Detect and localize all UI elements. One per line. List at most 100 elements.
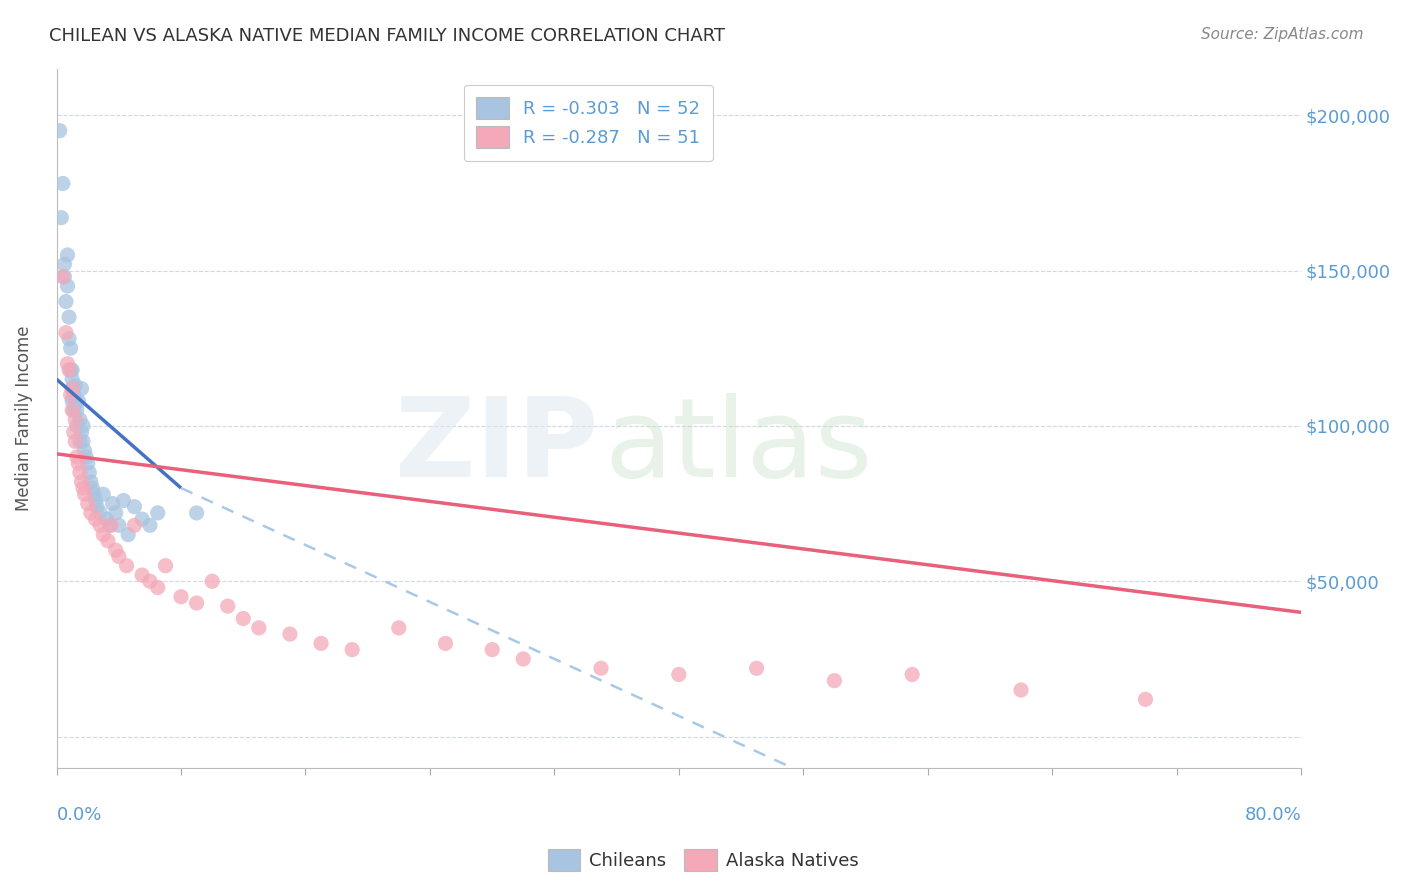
Point	[89, 518, 111, 533]
Point	[72, 434, 94, 449]
Point	[340, 642, 363, 657]
Point	[48, 123, 70, 137]
Point	[84, 493, 107, 508]
Point	[481, 642, 503, 657]
Point	[70, 425, 93, 439]
Point	[69, 434, 91, 449]
Point	[60, 382, 83, 396]
Text: 80.0%: 80.0%	[1244, 806, 1301, 824]
Point	[69, 412, 91, 426]
Point	[75, 450, 97, 464]
Point	[55, 294, 77, 309]
Point	[65, 412, 87, 426]
Legend: R = -0.303   N = 52, R = -0.287   N = 51: R = -0.303 N = 52, R = -0.287 N = 51	[464, 85, 713, 161]
Point	[69, 466, 91, 480]
Point	[77, 466, 100, 480]
Point	[72, 418, 94, 433]
Point	[115, 558, 138, 573]
Point	[62, 425, 84, 439]
Point	[62, 403, 84, 417]
Point	[512, 652, 534, 666]
Point	[186, 596, 208, 610]
Point	[72, 481, 94, 495]
Point	[65, 434, 87, 449]
Point	[98, 518, 121, 533]
Point	[388, 621, 411, 635]
Point	[201, 574, 224, 589]
Point	[124, 518, 146, 533]
Point	[76, 456, 98, 470]
Point	[52, 269, 75, 284]
Point	[131, 568, 153, 582]
Point	[96, 512, 118, 526]
Point	[278, 627, 301, 641]
Point	[155, 558, 177, 573]
Point	[131, 512, 153, 526]
Point	[53, 257, 76, 271]
Text: Source: ZipAtlas.com: Source: ZipAtlas.com	[1201, 27, 1364, 42]
Point	[101, 497, 124, 511]
Point	[67, 394, 90, 409]
Y-axis label: Median Family Income: Median Family Income	[15, 326, 32, 511]
Point	[1010, 683, 1032, 698]
Text: CHILEAN VS ALASKA NATIVE MEDIAN FAMILY INCOME CORRELATION CHART: CHILEAN VS ALASKA NATIVE MEDIAN FAMILY I…	[49, 27, 725, 45]
Point	[668, 667, 690, 681]
Point	[186, 506, 208, 520]
Point	[309, 636, 332, 650]
Point	[124, 500, 146, 514]
Point	[59, 363, 82, 377]
Text: atlas: atlas	[605, 392, 873, 500]
Point	[80, 506, 103, 520]
Point	[60, 382, 83, 396]
Point	[170, 590, 193, 604]
Point	[84, 512, 107, 526]
Point	[97, 533, 120, 548]
Point	[56, 357, 79, 371]
Point	[83, 487, 105, 501]
Point	[100, 518, 122, 533]
Point	[62, 388, 84, 402]
Point	[139, 518, 162, 533]
Point	[55, 326, 77, 340]
Point	[112, 493, 135, 508]
Point	[56, 279, 79, 293]
Point	[86, 500, 108, 514]
Point	[59, 388, 82, 402]
Point	[60, 403, 83, 417]
Point	[117, 527, 139, 541]
Text: 0.0%: 0.0%	[56, 806, 103, 824]
Point	[70, 382, 93, 396]
Point	[217, 599, 239, 614]
Point	[66, 418, 89, 433]
Point	[232, 611, 254, 625]
Point	[65, 394, 87, 409]
Point	[76, 497, 98, 511]
Point	[823, 673, 845, 688]
Point	[104, 543, 127, 558]
Point	[66, 403, 89, 417]
Point	[82, 481, 104, 495]
Point	[146, 506, 169, 520]
Point	[58, 332, 80, 346]
Point	[91, 527, 114, 541]
Point	[91, 487, 114, 501]
Point	[51, 211, 73, 225]
Point	[60, 372, 83, 386]
Point	[60, 363, 83, 377]
Point	[66, 450, 89, 464]
Point	[80, 475, 103, 489]
Point	[901, 667, 924, 681]
Point	[70, 475, 93, 489]
Point	[139, 574, 162, 589]
Point	[56, 248, 79, 262]
Point	[1135, 692, 1157, 706]
Point	[73, 443, 96, 458]
Point	[108, 549, 131, 564]
Point	[247, 621, 270, 635]
Point	[89, 506, 111, 520]
Point	[745, 661, 768, 675]
Text: ZIP: ZIP	[395, 392, 598, 500]
Point	[146, 581, 169, 595]
Point	[589, 661, 612, 675]
Point	[67, 456, 90, 470]
